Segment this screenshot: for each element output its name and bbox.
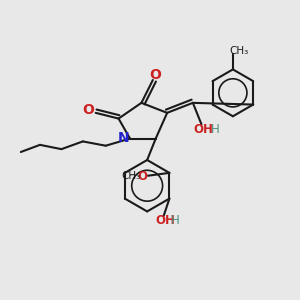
Text: H: H: [171, 214, 180, 227]
Text: OH: OH: [155, 214, 175, 227]
Text: CH₃: CH₃: [229, 46, 248, 56]
Text: H: H: [211, 123, 220, 136]
Text: methoxy: methoxy: [130, 175, 136, 176]
Text: O: O: [149, 68, 161, 82]
Text: OH: OH: [193, 123, 213, 136]
Text: O: O: [82, 103, 94, 117]
Text: N: N: [118, 131, 130, 145]
Text: CH₃: CH₃: [121, 171, 140, 181]
Text: O: O: [138, 170, 148, 183]
